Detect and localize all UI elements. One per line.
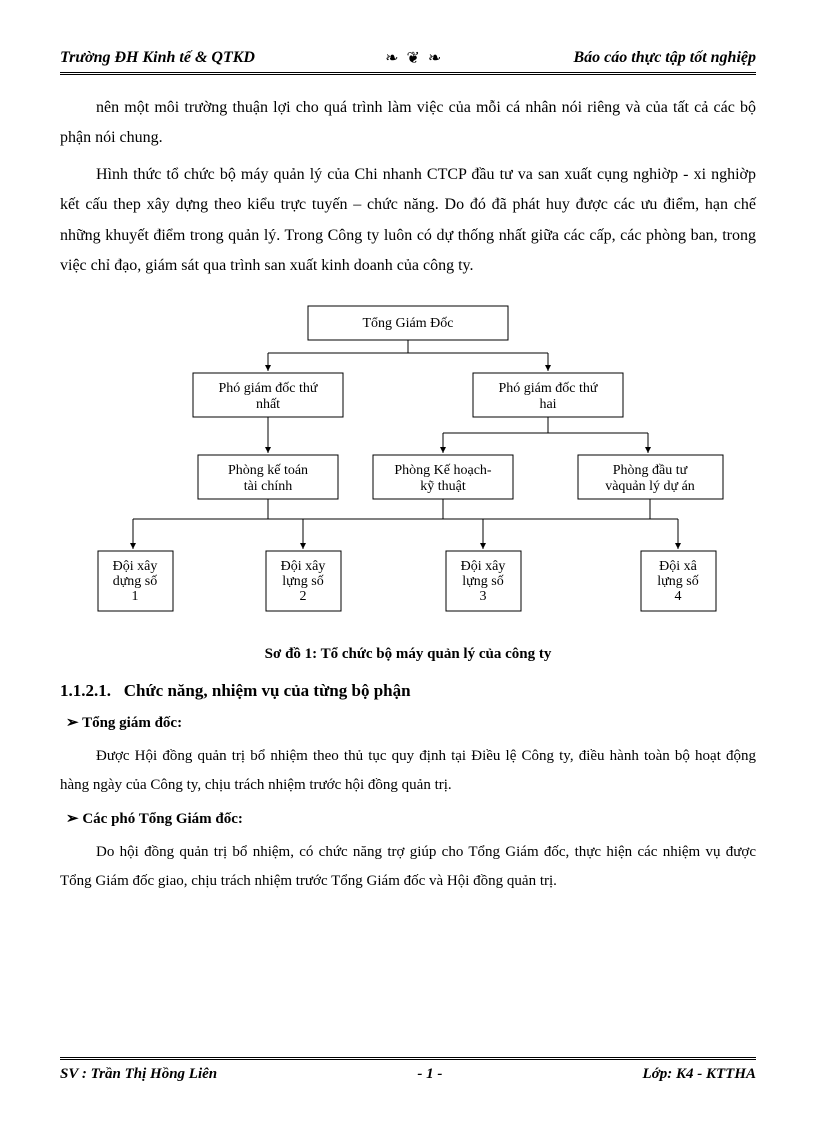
footer-right: Lớp: K4 - KTTHA — [643, 1066, 756, 1083]
section-title: Chức năng, nhiệm vụ của từng bộ phận — [124, 681, 411, 700]
bullet-2-title: Các phó Tổng Giám đốc: — [82, 811, 243, 827]
footer-rule — [60, 1057, 756, 1060]
node-vp2-l2: hai — [539, 398, 556, 413]
header-left: Trường ĐH Kinh tế & QTKD — [60, 49, 255, 67]
org-chart: Tổng Giám Đốc Phó giám đốc thứ nhất Phó … — [88, 301, 728, 636]
paragraph-2: Hình thức tổ chức bộ máy quản lý của Chi… — [60, 160, 756, 282]
node-vp2-l1: Phó giám đốc thứ — [499, 382, 598, 397]
node-t2-l1: Đội xây — [281, 560, 326, 575]
node-t1-l2: dựng số — [113, 575, 158, 590]
paragraph-1: nên một môi trường thuận lợi cho quá trì… — [60, 93, 756, 154]
section-heading: 1.1.2.1. Chức năng, nhiệm vụ của từng bộ… — [60, 681, 756, 701]
section-number: 1.1.2.1. — [60, 681, 111, 700]
node-d3-l2: vàquản lý dự án — [605, 480, 695, 495]
bullet-2-head: ➢ Các phó Tổng Giám đốc: — [66, 809, 756, 828]
bullet-1-head: ➢ Tổng giám đốc: — [66, 713, 756, 732]
page-footer: SV : Trần Thị Hồng Liên - 1 - Lớp: K4 - … — [60, 1057, 756, 1083]
header-right: Báo cáo thực tập tốt nghiệp — [574, 49, 756, 67]
node-d1-l1: Phòng kế toán — [228, 464, 308, 479]
node-vp1-l2: nhất — [256, 398, 280, 413]
node-t2-l3: 2 — [300, 590, 307, 605]
node-vp1-l1: Phó giám đốc thứ — [219, 382, 318, 397]
node-t1-l1: Đội xây — [113, 560, 158, 575]
chevron-right-icon: ➢ — [66, 810, 79, 827]
node-t3-l3: 3 — [480, 590, 487, 605]
node-t4-l1: Đội xâ — [659, 560, 698, 575]
header-rule — [60, 72, 756, 75]
footer-left: SV : Trần Thị Hồng Liên — [60, 1066, 217, 1083]
bullet-1-title: Tổng giám đốc: — [82, 715, 182, 731]
footer-page-number: - 1 - — [417, 1066, 442, 1083]
node-d1-l2: tài chính — [244, 480, 293, 495]
node-t4-l3: 4 — [675, 590, 682, 605]
node-d2-l1: Phòng Kế hoạch- — [394, 464, 492, 479]
header-ornament: ❧ ❦ ❧ — [385, 48, 443, 68]
bullet-2-text: Do hội đồng quản trị bổ nhiệm, có chức n… — [60, 838, 756, 895]
node-d3-l1: Phòng đầu tư — [613, 464, 688, 479]
node-t2-l2: lựng số — [282, 575, 323, 590]
node-t4-l2: lựng số — [657, 575, 698, 590]
node-d2-l2: kỹ thuật — [420, 480, 466, 495]
page-header: Trường ĐH Kinh tế & QTKD ❧ ❦ ❧ Báo cáo t… — [60, 48, 756, 68]
diagram-caption: Sơ đồ 1: Tổ chức bộ máy quản lý của công… — [60, 646, 756, 663]
node-t1-l3: 1 — [132, 590, 139, 605]
node-top: Tổng Giám Đốc — [363, 317, 454, 332]
chevron-right-icon: ➢ — [66, 714, 79, 731]
node-t3-l2: lựng số — [462, 575, 503, 590]
bullet-1-text: Được Hội đồng quản trị bổ nhiệm theo thủ… — [60, 742, 756, 799]
node-t3-l1: Đội xây — [461, 560, 506, 575]
org-chart-svg: Tổng Giám Đốc Phó giám đốc thứ nhất Phó … — [88, 301, 728, 631]
